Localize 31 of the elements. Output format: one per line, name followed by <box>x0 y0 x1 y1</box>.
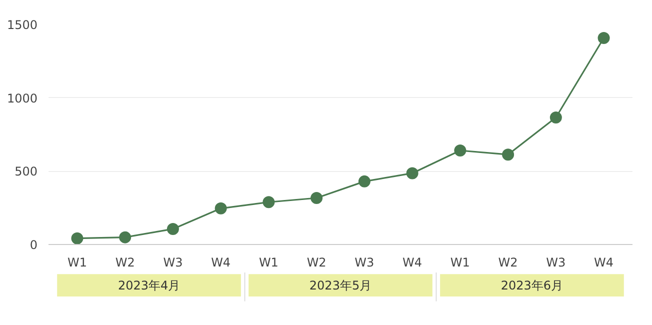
x-tick-label: W4 <box>402 256 422 270</box>
point <box>358 175 370 188</box>
point <box>550 112 562 124</box>
point <box>262 196 275 208</box>
x-tick-label: W1 <box>258 256 278 270</box>
point <box>71 232 84 244</box>
x-tick-label: W4 <box>211 256 231 270</box>
point <box>454 144 466 156</box>
y-tick-label: 1500 <box>6 18 38 32</box>
x-tick-label: W1 <box>67 256 87 270</box>
x-tick-label: W2 <box>115 256 135 270</box>
y-tick-label: 0 <box>30 238 38 252</box>
x-tick-label: W4 <box>594 256 614 270</box>
x-tick-label: W3 <box>354 256 374 270</box>
text: 2023年6月 <box>500 278 564 292</box>
point <box>214 202 227 214</box>
x-tick-label: W2 <box>498 256 518 270</box>
text: 2023年4月 <box>118 278 180 292</box>
y-tick-label: 500 <box>14 164 38 179</box>
x-tick-label: W3 <box>546 256 566 270</box>
point <box>310 192 323 204</box>
point <box>119 231 132 244</box>
y-tick-label: 1000 <box>6 91 38 106</box>
point <box>598 32 610 44</box>
point <box>406 167 418 180</box>
x-tick-label: W3 <box>163 256 183 270</box>
point <box>166 222 179 235</box>
x-tick-label: W2 <box>306 256 326 270</box>
text: 2023年5月 <box>309 278 372 292</box>
x-tick-label: W1 <box>450 256 470 270</box>
point <box>502 148 514 161</box>
